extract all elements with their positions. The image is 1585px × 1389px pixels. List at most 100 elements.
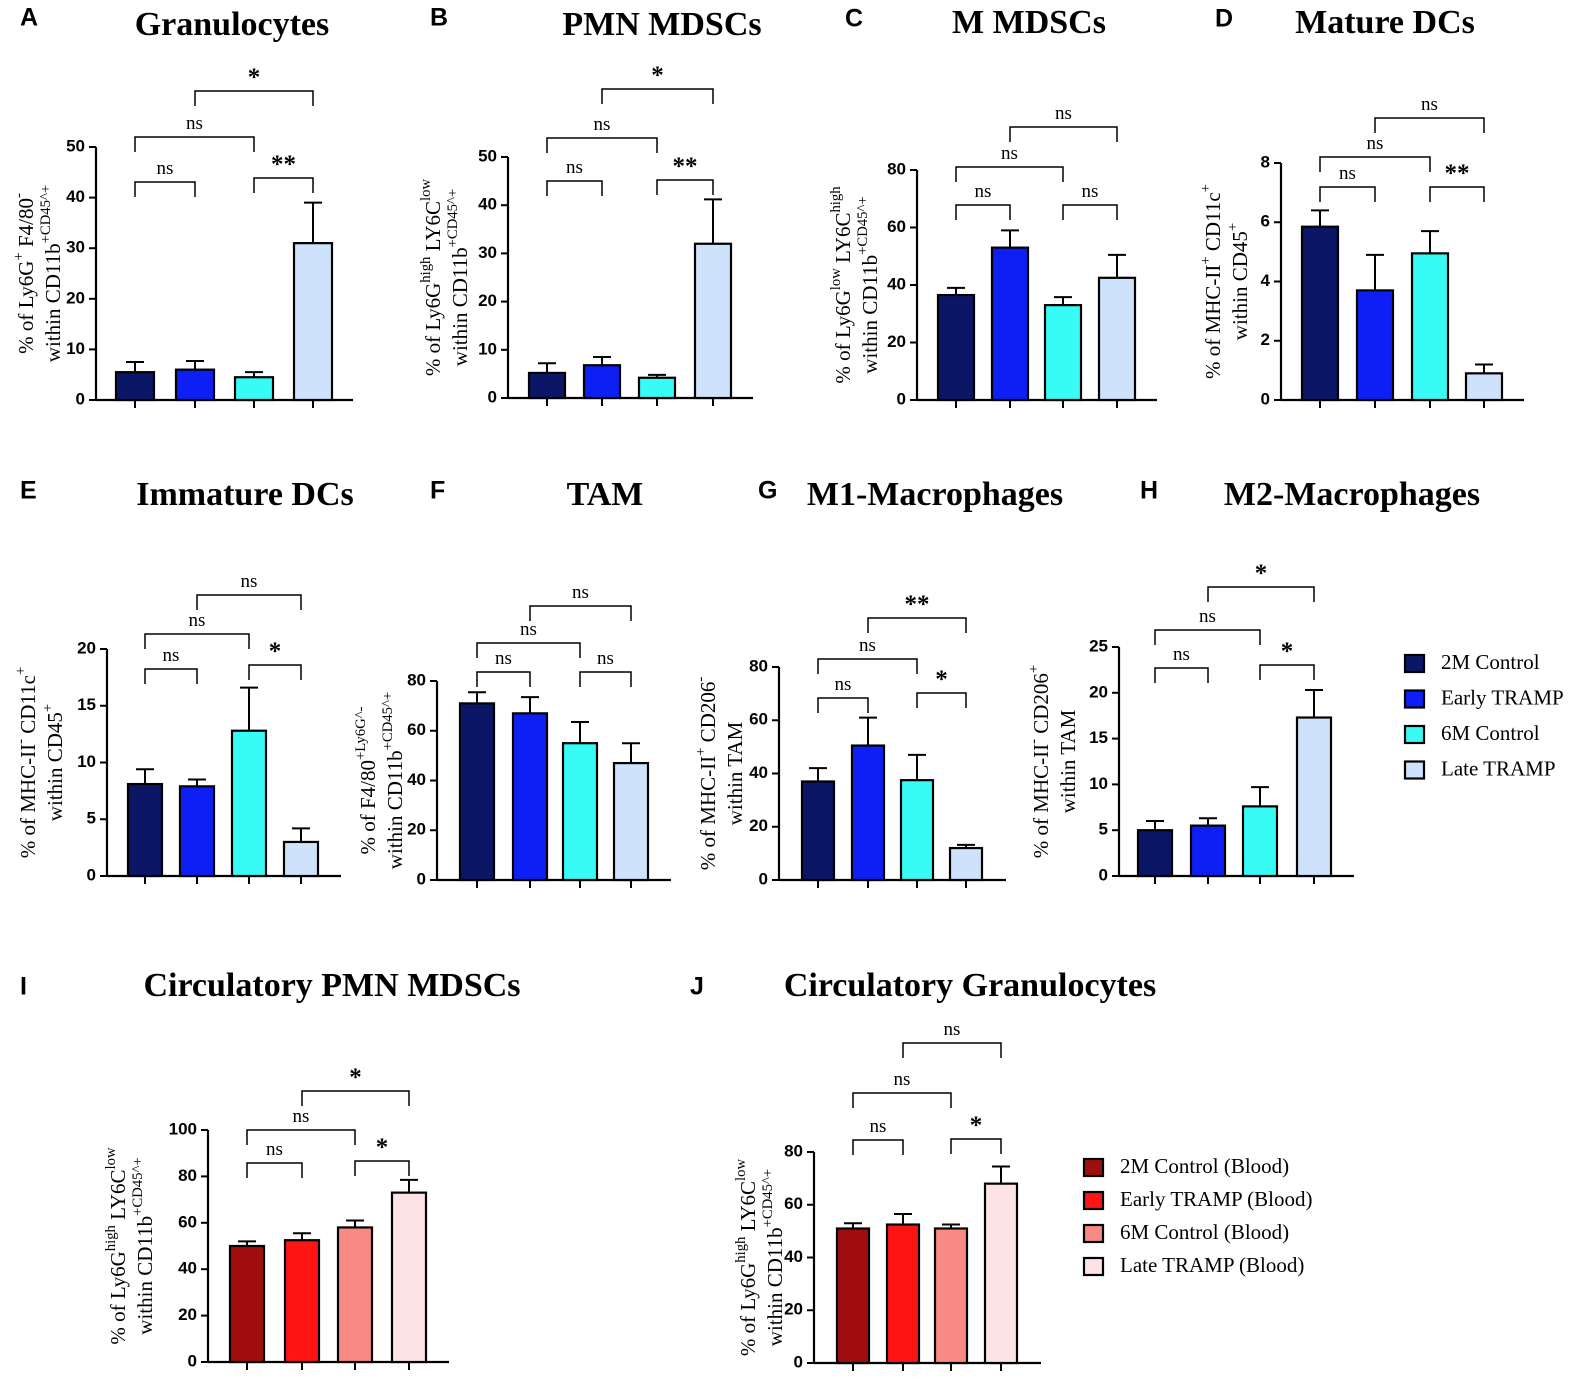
legend-swatch	[1082, 1157, 1105, 1178]
y-tick-label: 0	[488, 387, 497, 406]
chart-title: Granulocytes	[135, 6, 330, 43]
bar	[899, 779, 935, 882]
y-axis-label-line: % of Ly6Glow LY6Chigh	[828, 186, 854, 384]
panel-letter: I	[20, 973, 27, 1001]
significance-bracket	[253, 177, 314, 193]
chart-panel-i: I Circulatory PMN MDSCs % of Ly6Ghigh LY6C…	[20, 967, 521, 1371]
significance-bracket	[248, 664, 302, 680]
bar	[283, 1239, 321, 1364]
y-tick-label: 8	[1261, 152, 1270, 171]
y-tick-label: 80	[407, 670, 426, 689]
bar	[1189, 824, 1227, 878]
significance-bracket	[196, 594, 302, 610]
legend-label: Late TRAMP	[1441, 756, 1556, 780]
y-tick-label: 60	[887, 217, 906, 236]
bar	[336, 1226, 374, 1364]
y-tick-label: 6	[1261, 212, 1270, 231]
y-tick-label: 40	[178, 1259, 197, 1278]
y-tick-label: 25	[1089, 636, 1108, 655]
significance-label: ns	[163, 645, 180, 666]
significance-bracket	[955, 204, 1011, 220]
significance-bracket	[144, 668, 198, 684]
significance-label: ns	[495, 648, 512, 669]
significance-label: ns	[594, 114, 611, 135]
y-axis-label-line: within CD11b+CD45^+	[380, 692, 406, 869]
bar	[1355, 289, 1395, 402]
panel-letter: B	[430, 4, 448, 32]
bar	[230, 729, 268, 878]
bar	[582, 364, 622, 400]
significance-label: ns	[835, 674, 852, 695]
legend-label: 2M Control	[1441, 650, 1540, 674]
bar	[850, 744, 886, 882]
bar	[527, 371, 567, 400]
y-tick-label: 60	[407, 720, 426, 739]
y-tick-label: 40	[749, 763, 768, 782]
y-tick-label: 0	[87, 865, 96, 884]
y-tick-label: 10	[77, 752, 96, 771]
y-tick-label: 80	[887, 159, 906, 178]
significance-bracket	[1062, 204, 1118, 220]
panel-letter: D	[1215, 5, 1233, 33]
y-tick-label: 60	[178, 1212, 197, 1231]
significance-bracket	[246, 1129, 356, 1145]
y-tick-label: 60	[749, 710, 768, 729]
significance-bracket	[955, 166, 1064, 182]
significance-label: ns	[157, 158, 174, 179]
y-axis-label-line: within CD11b+CD45^+	[38, 185, 64, 362]
bar	[114, 371, 156, 402]
significance-label: ns	[566, 157, 583, 178]
y-tick-label: 40	[407, 770, 426, 789]
significance-label: ns	[189, 610, 206, 631]
y-axis-label-line: within CD11b+CD45^+	[445, 189, 471, 366]
chart-panel-g: G M1-Macrophages % of MHC-II+ CD206-within…	[693, 476, 1063, 889]
legend-label: Late TRAMP (Blood)	[1120, 1253, 1304, 1277]
bar	[612, 761, 650, 882]
y-axis-label-line: % of MHC-II- CD206+	[1026, 665, 1052, 858]
significance-label: ns	[1173, 644, 1190, 665]
significance-label: **	[271, 151, 296, 178]
legend-swatch	[1403, 724, 1426, 745]
y-axis-label-line: % of F4/80+Ly6G^-	[353, 706, 379, 854]
chart-panel-d: D Mature DCs % of MHC-II+ CD11c+within CD4…	[1198, 4, 1524, 408]
y-tick-label: 0	[417, 869, 426, 888]
significance-bracket	[546, 137, 658, 153]
y-tick-label: 5	[1099, 820, 1108, 839]
chart-title: M1-Macrophages	[807, 476, 1063, 513]
y-tick-label: 40	[887, 274, 906, 293]
significance-label: *	[1281, 638, 1294, 665]
significance-label: *	[248, 64, 261, 91]
significance-label: ns	[266, 1139, 283, 1160]
bar	[126, 782, 164, 878]
panel-letter: J	[690, 973, 704, 1001]
y-tick-label: 10	[1089, 774, 1108, 793]
significance-label: ns	[1001, 143, 1018, 164]
chart-title: Immature DCs	[136, 476, 354, 513]
y-tick-label: 40	[478, 195, 497, 214]
significance-label: ns	[975, 181, 992, 202]
bar	[948, 846, 984, 882]
legend-label: 6M Control	[1441, 721, 1540, 745]
bar	[936, 293, 976, 402]
y-axis-label-line: % of MHC-II+ CD11c+	[1198, 184, 1224, 379]
panel-letter: E	[20, 477, 37, 505]
significance-bracket	[1154, 629, 1261, 645]
y-axis-label-line: within TAM	[1056, 709, 1080, 813]
significance-bracket	[476, 671, 531, 687]
chart-title: M2-Macrophages	[1224, 476, 1480, 513]
y-tick-label: 20	[784, 1300, 803, 1319]
y-axis-label-line: % of Ly6Ghigh LY6Clow	[733, 1159, 759, 1357]
chart-title: TAM	[567, 476, 644, 513]
legend-swatch	[1082, 1223, 1105, 1244]
significance-bracket	[852, 1092, 952, 1108]
significance-bracket	[1009, 126, 1118, 142]
bar	[1136, 829, 1174, 878]
significance-label: *	[269, 638, 282, 665]
y-tick-label: 2	[1261, 330, 1270, 349]
y-tick-label: 20	[749, 816, 768, 835]
y-tick-label: 20	[1089, 682, 1108, 701]
significance-label: ns	[1055, 103, 1072, 124]
y-axis-label-line: within TAM	[723, 721, 747, 825]
